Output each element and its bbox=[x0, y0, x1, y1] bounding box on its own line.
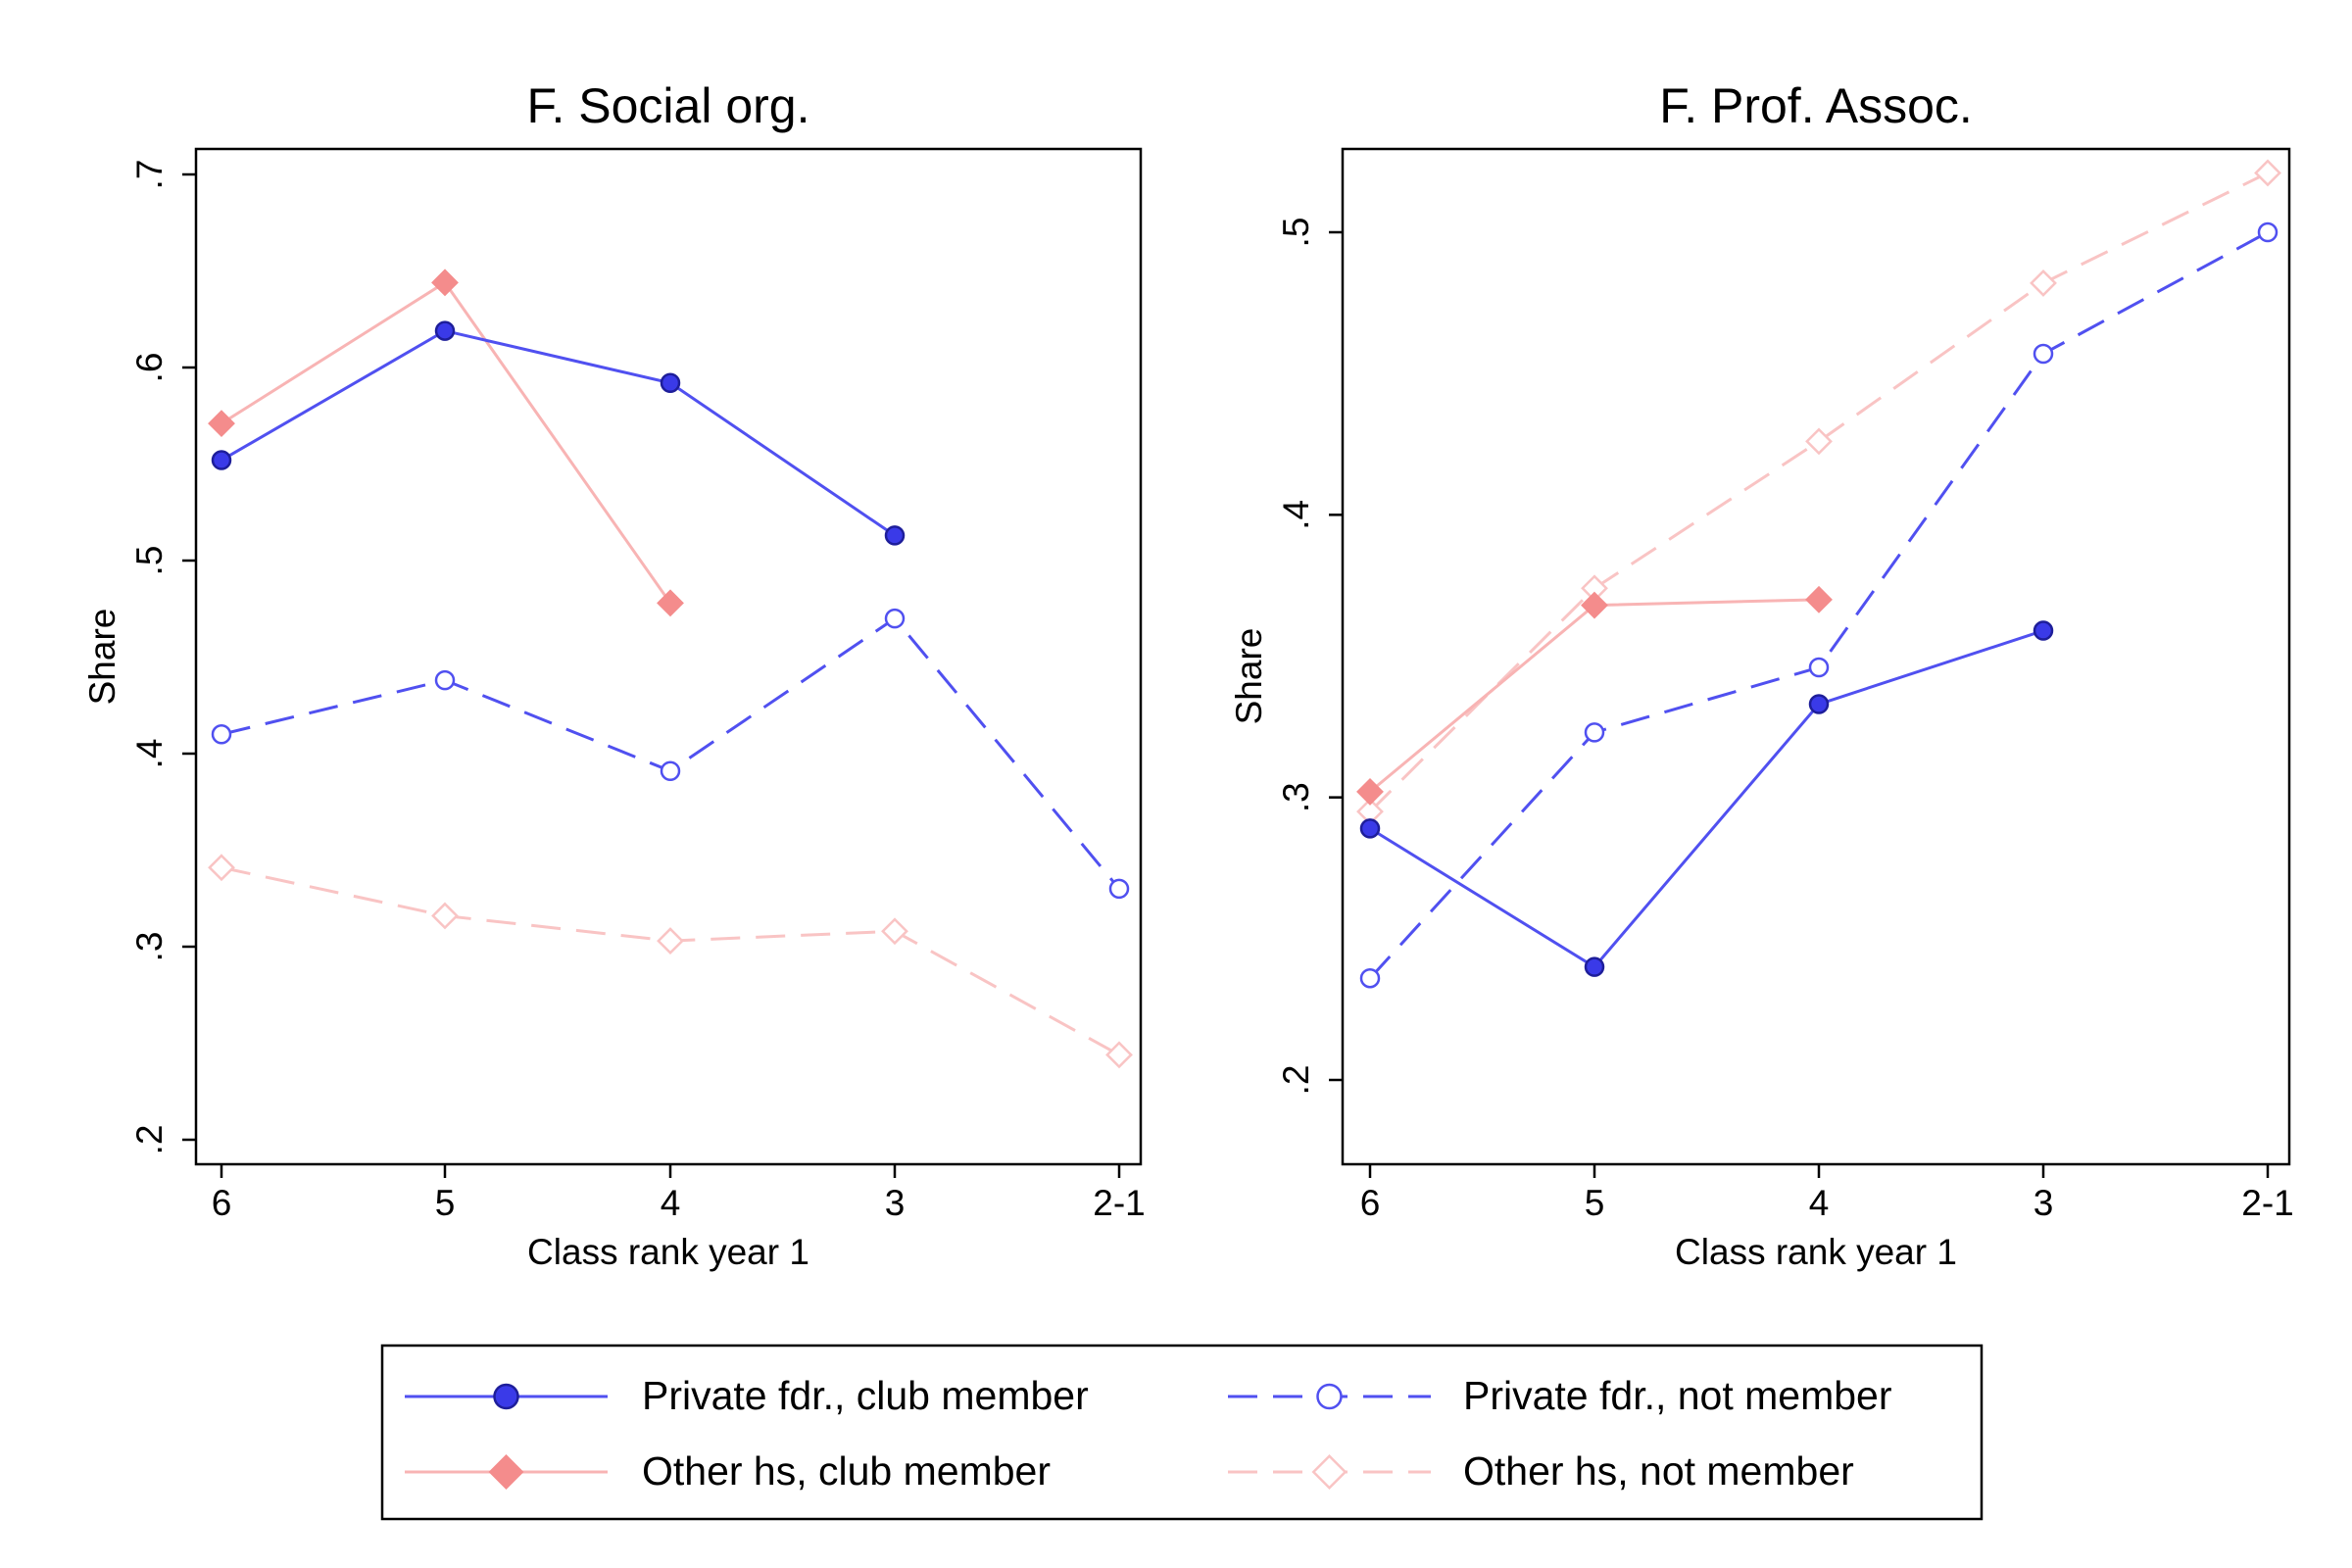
data-point bbox=[1808, 694, 1830, 714]
data-point bbox=[208, 410, 235, 438]
x-tick-label: 5 bbox=[1585, 1183, 1605, 1223]
axis-ticks: .2 .3 .4 .5 6 5 4 3 2-1 bbox=[1276, 218, 2294, 1223]
x-tick-label: 6 bbox=[212, 1183, 232, 1223]
legend-label-private-club: Private fdr., club member bbox=[642, 1373, 1089, 1418]
legend-swatches bbox=[405, 1383, 1431, 1490]
series-2 bbox=[208, 269, 684, 617]
series-line bbox=[220, 865, 1120, 1056]
data-point bbox=[208, 854, 235, 882]
y-tick-label: .2 bbox=[1276, 1065, 1316, 1096]
data-point bbox=[1805, 585, 1833, 613]
x-tick-label: 2-1 bbox=[2241, 1183, 2293, 1223]
plot-frame bbox=[1341, 147, 2291, 1166]
y-axis-label: Share bbox=[1229, 628, 1269, 725]
legend-label-other-not: Other hs, not member bbox=[1463, 1448, 1854, 1494]
data-point bbox=[1108, 878, 1130, 900]
y-tick-label: .3 bbox=[1276, 782, 1316, 812]
y-tick-label: .2 bbox=[129, 1125, 170, 1155]
data-point bbox=[660, 760, 681, 781]
legend-swatch-marker bbox=[493, 1383, 519, 1410]
data-point bbox=[1584, 722, 1605, 743]
x-axis-label: Class rank year 1 bbox=[1675, 1232, 1957, 1272]
y-tick-label: .3 bbox=[129, 932, 170, 962]
panel-prof-assoc: F. Prof. Assoc. Class rank year 1 Share … bbox=[1229, 78, 2294, 1272]
legend-swatch-marker bbox=[1311, 1454, 1348, 1490]
data-point bbox=[1105, 1041, 1133, 1069]
x-tick-label: 4 bbox=[661, 1183, 681, 1223]
data-point bbox=[1584, 956, 1605, 977]
y-axis-label: Share bbox=[82, 609, 122, 706]
data-point bbox=[434, 669, 456, 691]
data-point bbox=[657, 589, 684, 617]
y-tick-label: .5 bbox=[1276, 218, 1316, 248]
y-tick-label: .4 bbox=[1276, 500, 1316, 530]
legend: Private fdr., club member Private fdr., … bbox=[380, 1344, 1984, 1521]
x-tick-label: 2-1 bbox=[1093, 1183, 1145, 1223]
legend-swatch-marker bbox=[1316, 1383, 1343, 1410]
data-point bbox=[884, 608, 906, 629]
data-point bbox=[1356, 777, 1384, 806]
series-3 bbox=[1356, 159, 2281, 826]
legend-swatch-marker bbox=[488, 1454, 524, 1490]
y-tick-label: .6 bbox=[129, 353, 170, 383]
data-point bbox=[660, 372, 681, 394]
data-point bbox=[1581, 591, 1608, 619]
data-point bbox=[2030, 269, 2057, 297]
series-1 bbox=[211, 608, 1130, 900]
y-tick-label: .4 bbox=[129, 739, 170, 769]
legend-label-other-club: Other hs, club member bbox=[642, 1448, 1051, 1494]
data-point bbox=[884, 525, 906, 546]
data-point bbox=[211, 724, 232, 745]
series-line bbox=[1369, 598, 1820, 794]
x-tick-label: 3 bbox=[885, 1183, 906, 1223]
legend-box bbox=[380, 1344, 1984, 1521]
series-1 bbox=[1359, 221, 2278, 989]
data-point bbox=[2033, 620, 2054, 641]
legend-label-private-not: Private fdr., not member bbox=[1463, 1373, 1892, 1418]
y-tick-label: .5 bbox=[129, 546, 170, 576]
data-point bbox=[434, 320, 456, 341]
data-point bbox=[1359, 967, 1381, 989]
series-line bbox=[220, 328, 896, 537]
data-point bbox=[2254, 159, 2281, 187]
panel-social-org: F. Social org. Class rank year 1 Share .… bbox=[82, 78, 1146, 1272]
series-0 bbox=[211, 320, 906, 546]
x-tick-label: 5 bbox=[435, 1183, 456, 1223]
data-point bbox=[2257, 221, 2278, 243]
data-point bbox=[431, 902, 459, 930]
y-tick-label: .7 bbox=[129, 160, 170, 190]
x-axis-label: Class rank year 1 bbox=[527, 1232, 809, 1272]
data-point bbox=[431, 269, 459, 297]
x-tick-label: 3 bbox=[2034, 1183, 2054, 1223]
chart-title: F. Social org. bbox=[526, 78, 809, 133]
data-point bbox=[1808, 657, 1830, 678]
x-tick-label: 4 bbox=[1809, 1183, 1830, 1223]
data-point bbox=[881, 917, 908, 946]
data-point bbox=[1805, 427, 1833, 456]
series-line bbox=[1368, 172, 2269, 813]
series-line bbox=[1369, 629, 2044, 969]
chart-title: F. Prof. Assoc. bbox=[1659, 78, 1973, 133]
plot-frame bbox=[194, 147, 1143, 1166]
series-3 bbox=[208, 854, 1133, 1069]
series-layer bbox=[208, 269, 1133, 1069]
series-layer bbox=[1356, 159, 2281, 989]
series-line bbox=[220, 616, 1121, 890]
series-2 bbox=[1356, 585, 1833, 806]
x-tick-label: 6 bbox=[1360, 1183, 1381, 1223]
data-point bbox=[2033, 343, 2054, 365]
data-point bbox=[657, 927, 684, 956]
series-0 bbox=[1359, 620, 2054, 977]
data-point bbox=[211, 450, 232, 470]
data-point bbox=[1359, 818, 1381, 839]
axis-ticks: .2 .3 .4 .5 .6 .7 6 5 4 3 2-1 bbox=[129, 160, 1146, 1223]
